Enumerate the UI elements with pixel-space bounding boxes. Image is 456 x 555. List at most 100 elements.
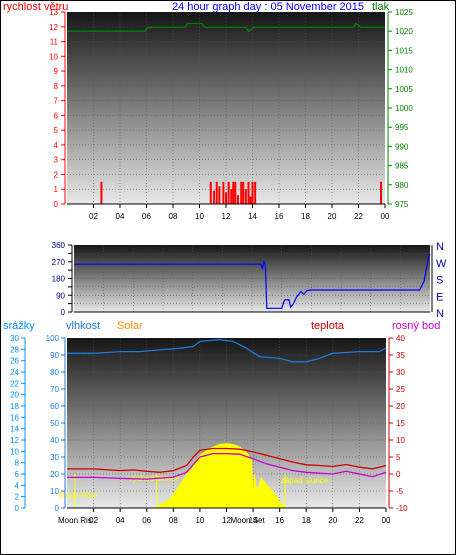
pressure-y-tick-label: 1020 xyxy=(395,27,413,36)
winddir-compass-label: S xyxy=(436,275,443,287)
pressure-line xyxy=(67,22,385,33)
wind-bar xyxy=(240,181,243,204)
pressure-y-tick-label: 975 xyxy=(395,200,409,209)
wind-y-tick-label: 11 xyxy=(50,38,59,47)
winddir-compass-label: N xyxy=(436,241,444,253)
wind-y-tick-label: 10 xyxy=(49,52,58,61)
multi-x-tick-label: 04 xyxy=(116,516,125,525)
humidity-axis-label: vlhkost xyxy=(66,320,101,332)
wind-bar xyxy=(247,181,250,204)
winddir-y-tick-label: 360 xyxy=(52,241,66,250)
pressure-y-tick-label: 1015 xyxy=(395,46,413,55)
rain-y-tick-label: 8 xyxy=(15,459,20,468)
event-label: Moon Rise xyxy=(59,491,98,500)
pressure-y-tick-label: 995 xyxy=(395,123,409,132)
wind-x-tick-label: 00 xyxy=(381,212,390,221)
wind-y-tick-label: 0 xyxy=(54,200,59,209)
humidity-y-tick-label: 30 xyxy=(50,453,59,462)
wind-y-tick-label: 9 xyxy=(54,67,59,76)
wind-y-tick-label: 13 xyxy=(49,8,58,17)
solar-axis-label: Solar xyxy=(117,320,143,332)
humidity-y-tick-label: 80 xyxy=(50,368,59,377)
rain-y-tick-label: 14 xyxy=(10,425,19,434)
rain-y-tick-label: 16 xyxy=(10,413,19,422)
humidity-line xyxy=(67,339,387,363)
wind-y-tick-label: 12 xyxy=(49,23,58,32)
pressure-y-tick-label: 980 xyxy=(395,181,409,190)
wind-x-tick-label: 22 xyxy=(354,212,363,221)
wind-y-tick-label: 3 xyxy=(54,156,59,165)
wind-x-tick-label: 08 xyxy=(169,212,178,221)
winddir-y-tick-label: 270 xyxy=(52,258,66,267)
winddir-line xyxy=(74,254,431,309)
wind-bar xyxy=(254,181,257,204)
temperature-y-tick-label: 35 xyxy=(396,351,405,360)
temperature-y-tick-label: 20 xyxy=(396,402,405,411)
temperature-y-tick-label: 10 xyxy=(396,436,405,445)
wind-x-tick-label: 04 xyxy=(116,212,125,221)
rain-y-tick-label: 12 xyxy=(10,436,19,445)
pressure-y-tick-label: 990 xyxy=(395,142,409,151)
wind-bar xyxy=(222,181,225,204)
moon-set-axis-label: Moon Set xyxy=(230,516,265,525)
wind-y-tick-label: 8 xyxy=(54,82,59,91)
dewpoint-axis-label: rosný bod xyxy=(392,320,441,332)
rain-y-tick-label: 26 xyxy=(10,357,19,366)
multi-x-tick-label: 02 xyxy=(89,516,98,525)
wind-x-tick-label: 16 xyxy=(275,212,284,221)
wind-x-tick-label: 02 xyxy=(89,212,98,221)
multi-x-tick-label: 08 xyxy=(169,516,178,525)
rain-y-tick-label: 10 xyxy=(10,447,19,456)
wind-axis-label: rychlost větru xyxy=(3,1,69,13)
wind-y-tick-label: 7 xyxy=(54,97,59,106)
chart-title: 24 hour graph day : 05 November 2015 xyxy=(172,1,365,13)
multi-x-tick-label: 12 xyxy=(222,516,231,525)
wind-x-tick-label: 06 xyxy=(142,212,151,221)
rain-y-tick-label: 18 xyxy=(10,402,19,411)
wind-bar xyxy=(218,186,221,204)
multi-x-tick-label: 14 xyxy=(249,516,258,525)
wind-x-tick-label: 18 xyxy=(301,212,310,221)
wind-bar xyxy=(249,196,252,204)
humidity-y-tick-label: 90 xyxy=(50,351,59,360)
temperature-line xyxy=(67,447,387,473)
multi-x-tick-label: 20 xyxy=(328,516,337,525)
wind-bar xyxy=(244,189,247,204)
rain-y-tick-label: 4 xyxy=(15,481,20,490)
humidity-y-tick-label: 10 xyxy=(50,487,59,496)
winddir-y-tick-label: 180 xyxy=(52,275,66,284)
wind-x-tick-label: 14 xyxy=(248,212,257,221)
wind-bar xyxy=(242,181,245,204)
temperature-y-tick-label: -5 xyxy=(396,487,404,496)
event-label: západ slunce xyxy=(281,476,329,485)
event-label: Moon Set xyxy=(232,491,267,500)
rain-y-tick-label: 2 xyxy=(15,493,20,502)
multi-x-tick-label: 00 xyxy=(382,516,391,525)
wind-bar xyxy=(230,189,233,204)
wind-x-tick-label: 20 xyxy=(328,212,337,221)
winddir-y-tick-label: 90 xyxy=(56,291,65,300)
winddir-y-tick-label: 0 xyxy=(61,308,66,317)
pressure-axis-label: tlak xyxy=(372,1,390,13)
wind-bar xyxy=(236,195,239,204)
multi-x-tick-label: 18 xyxy=(302,516,311,525)
pressure-y-tick-label: 1010 xyxy=(395,66,413,75)
winddir-compass-label: N xyxy=(436,308,444,320)
wind-bar xyxy=(380,181,383,204)
wind-y-tick-label: 1 xyxy=(54,185,59,194)
wind-bar xyxy=(100,181,103,204)
humidity-y-tick-label: 20 xyxy=(50,470,59,479)
rain-y-tick-label: 6 xyxy=(15,470,20,479)
pressure-y-tick-label: 1005 xyxy=(395,85,413,94)
wind-bar xyxy=(225,192,227,204)
wind-x-tick-label: 12 xyxy=(222,212,231,221)
wind-bar xyxy=(213,190,216,204)
wind-bar xyxy=(251,181,254,204)
pressure-y-tick-label: 985 xyxy=(395,162,409,171)
pressure-y-tick-label: 1025 xyxy=(395,8,413,17)
humidity-y-tick-label: 60 xyxy=(50,402,59,411)
humidity-y-tick-label: 100 xyxy=(46,334,60,343)
rain-y-tick-label: 22 xyxy=(10,379,19,388)
